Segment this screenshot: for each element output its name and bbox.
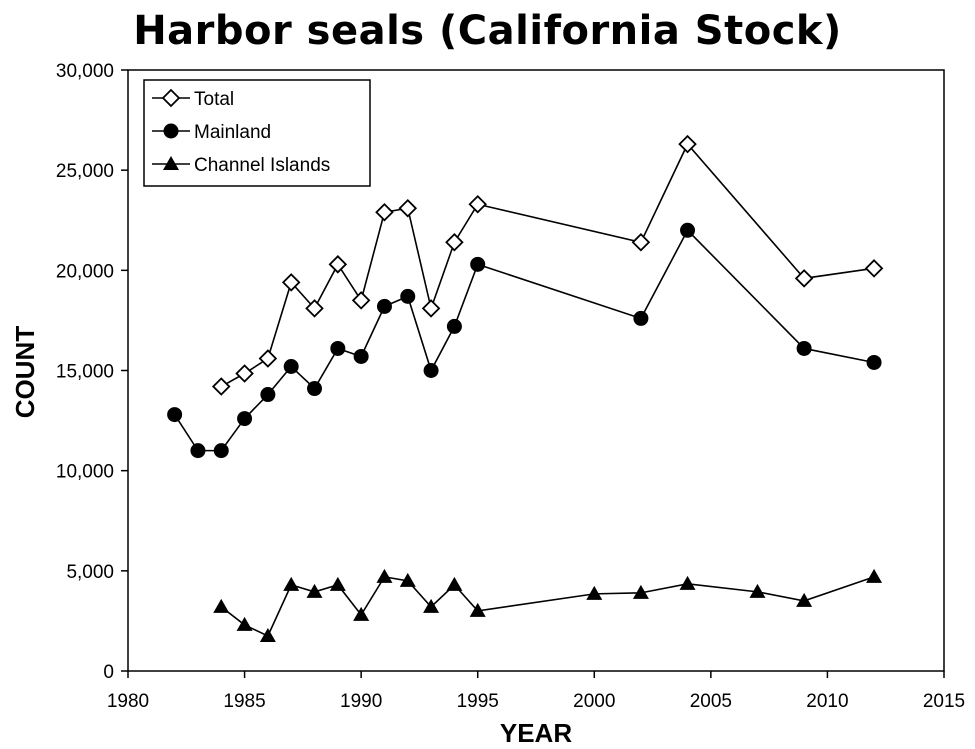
data-point-mainland — [283, 358, 299, 374]
legend-label-channel-islands: Channel Islands — [194, 155, 330, 176]
data-point-total — [328, 255, 348, 274]
data-point-total — [631, 233, 651, 252]
x-tick-label: 2015 — [923, 691, 965, 712]
data-point-mainland — [633, 310, 649, 326]
data-point-channel-islands — [329, 576, 346, 591]
data-point-channel-islands — [236, 616, 253, 631]
data-point-mainland — [866, 354, 882, 370]
x-tick-label: 1985 — [223, 691, 265, 712]
data-point-channel-islands — [796, 592, 813, 607]
data-point-channel-islands — [376, 568, 393, 583]
data-point-channel-islands — [353, 606, 370, 621]
data-point-channel-islands — [866, 568, 883, 583]
series-layer — [167, 134, 884, 642]
data-point-total — [305, 299, 324, 318]
data-point-mainland — [260, 387, 276, 403]
x-tick-label: 1990 — [340, 691, 382, 712]
legend-marker-total — [161, 88, 181, 108]
series-channel-islands — [213, 568, 883, 642]
data-point-total — [445, 233, 464, 252]
y-axis: 0 5,000 10,000 15,000 20,000 25,000 30,000 — [56, 61, 128, 683]
data-point-mainland — [213, 443, 229, 459]
data-point-total — [678, 134, 697, 154]
legend-marker-channel-islands — [163, 156, 179, 170]
series-line-mainland — [173, 228, 875, 452]
data-point-channel-islands — [749, 583, 766, 598]
y-tick-label: 30,000 — [56, 61, 114, 82]
data-point-total — [211, 377, 231, 396]
data-point-mainland — [353, 348, 369, 364]
y-tick-label: 20,000 — [56, 261, 114, 282]
data-point-mainland — [237, 411, 253, 427]
data-point-mainland — [423, 363, 439, 378]
data-point-total — [468, 194, 487, 214]
data-point-total — [421, 299, 441, 318]
legend-label-mainland: Mainland — [194, 122, 271, 143]
x-tick-label: 1995 — [457, 691, 499, 712]
data-point-total — [864, 259, 884, 278]
data-point-mainland — [470, 256, 486, 272]
data-point-channel-islands — [423, 598, 440, 613]
x-axis-label: YEAR — [500, 718, 572, 748]
x-axis: 1980 1985 1990 1995 2000 2005 2010 2015 — [107, 671, 965, 712]
data-point-mainland — [167, 407, 183, 423]
y-tick-label: 5,000 — [66, 562, 114, 583]
series-mainland — [167, 222, 882, 459]
data-point-channel-islands — [399, 572, 416, 587]
data-point-mainland — [307, 381, 323, 397]
legend: Total Mainland Channel Islands — [143, 79, 371, 187]
data-point-mainland — [446, 318, 462, 334]
y-tick-label: 15,000 — [56, 362, 114, 383]
data-point-total — [235, 364, 254, 383]
series-line-channel-islands — [220, 575, 875, 638]
series-total — [211, 134, 884, 396]
x-tick-label: 1980 — [107, 691, 149, 712]
data-point-channel-islands — [259, 627, 276, 642]
data-point-mainland — [400, 288, 416, 304]
data-point-mainland — [680, 222, 696, 238]
data-point-total — [375, 202, 394, 222]
data-point-total — [398, 198, 418, 218]
data-point-channel-islands — [586, 585, 603, 600]
chart-title: Harbor seals (California Stock) — [133, 8, 842, 54]
data-point-channel-islands — [679, 575, 696, 590]
data-point-total — [258, 349, 278, 368]
data-point-channel-islands — [306, 583, 323, 598]
y-tick-label: 10,000 — [56, 462, 114, 483]
data-point-channel-islands — [213, 598, 230, 613]
legend-marker-mainland — [163, 123, 179, 139]
data-point-total — [794, 269, 814, 288]
data-point-channel-islands — [632, 584, 649, 599]
x-tick-label: 2005 — [690, 691, 732, 712]
series-line-total — [220, 142, 875, 388]
data-point-channel-islands — [446, 576, 463, 591]
data-point-total — [281, 273, 301, 292]
legend-label-total: Total — [194, 89, 234, 110]
data-point-mainland — [796, 340, 812, 356]
y-tick-label: 25,000 — [56, 161, 114, 182]
data-point-mainland — [376, 298, 392, 314]
data-point-mainland — [330, 340, 346, 356]
x-tick-label: 2000 — [573, 691, 615, 712]
x-tick-label: 2010 — [806, 691, 848, 712]
data-point-total — [351, 291, 371, 310]
data-point-mainland — [190, 443, 206, 459]
data-point-channel-islands — [283, 576, 300, 591]
data-point-channel-islands — [469, 602, 486, 617]
y-tick-label: 0 — [103, 662, 114, 683]
y-axis-label: COUNT — [10, 326, 40, 419]
